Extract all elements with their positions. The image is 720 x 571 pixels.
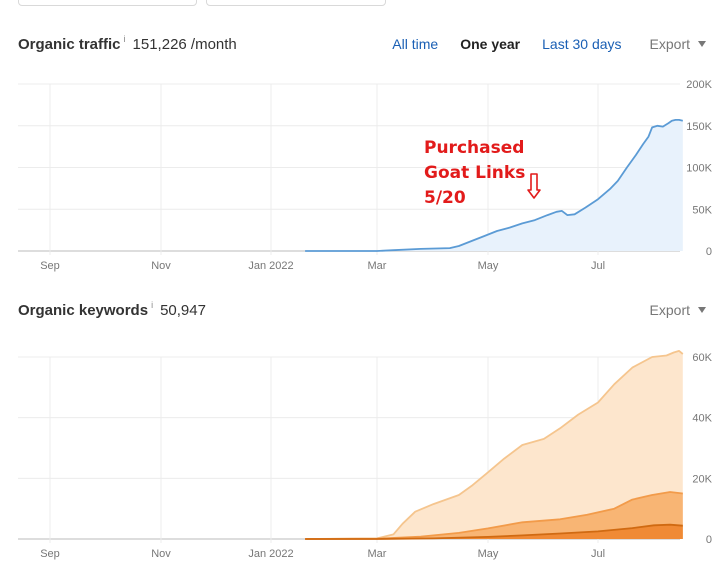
keywords-value: 50,947 [160,301,206,319]
keywords-x-tick-label: Mar [368,548,387,560]
traffic-y-tick-label: 0 [706,246,712,258]
keywords-x-tick-label: Jul [591,548,605,560]
filter-box-right[interactable] [206,0,386,6]
traffic-x-tick-label: Mar [368,260,387,272]
traffic-header: Organic traffic i 151,226 /month All tim… [18,32,706,56]
keywords-x-tick-label: May [478,548,499,560]
chevron-down-icon [698,41,706,47]
keywords-x-tick-label: Jan 2022 [248,548,293,560]
traffic-series-0-line [305,119,683,252]
keywords-info-icon[interactable]: i [151,300,154,310]
filter-box-left[interactable] [18,0,197,6]
traffic-chart: 200K 150K 100K 50K 0 Sep Nov Jan 2022 Mar May Jul [18,79,713,272]
annotation-line-1: Purchased [424,138,525,158]
traffic-y-tick-label: 100K [686,163,712,175]
keywords-series-0-area [305,350,683,539]
keywords-header: Organic keywords i 50,947 Export [18,298,706,322]
traffic-y-tick-label: 150K [686,121,712,133]
traffic-title: Organic traffic [18,35,121,53]
keywords-y-tick-label: 60K [692,352,712,364]
traffic-y-tick-label: 50K [692,204,712,216]
traffic-export-button[interactable]: Export [650,36,706,52]
annotation: Purchased Goat Links 5/20 [424,136,525,211]
traffic-series-0-area [305,119,683,252]
traffic-y-tick-label: 200K [686,79,712,91]
keywords-export-label: Export [649,302,690,318]
traffic-x-tick-label: Jul [591,260,605,272]
keywords-series-2-area [305,524,683,539]
keywords-chart: 60K 40K 20K 0 Sep Nov Jan 2022 Mar May Jul [18,350,713,560]
tab-last-30-days[interactable]: Last 30 days [542,36,622,52]
keywords-title: Organic keywords [18,301,149,319]
chevron-down-icon [698,307,706,313]
keywords-y-tick-label: 20K [692,473,712,485]
keywords-series-0-line [305,350,684,540]
traffic-export-label: Export [649,36,690,52]
keywords-series-1-area [305,492,683,539]
tab-one-year[interactable]: One year [460,36,521,52]
traffic-x-tick-label: Nov [151,260,171,272]
annotation-line-2: Goat Links [424,163,526,183]
keywords-series-1-line [305,491,683,540]
keywords-x-tick-label: Nov [151,548,171,560]
traffic-x-tick-label: Sep [40,260,60,272]
traffic-info-icon[interactable]: i [123,34,126,44]
keywords-export-button[interactable]: Export [650,302,706,318]
traffic-x-tick-label: Jan 2022 [248,260,293,272]
annotation-line-3: 5/20 [424,188,466,208]
traffic-x-tick-label: May [478,260,499,272]
tab-all-time[interactable]: All time [392,36,439,52]
keywords-y-tick-label: 0 [706,534,712,546]
keywords-x-tick-label: Sep [40,548,60,560]
annotation-arrow-icon [527,173,541,199]
traffic-value: 151,226 /month [132,35,237,53]
keywords-series-2-line [305,523,683,540]
keywords-y-tick-label: 40K [692,413,712,425]
